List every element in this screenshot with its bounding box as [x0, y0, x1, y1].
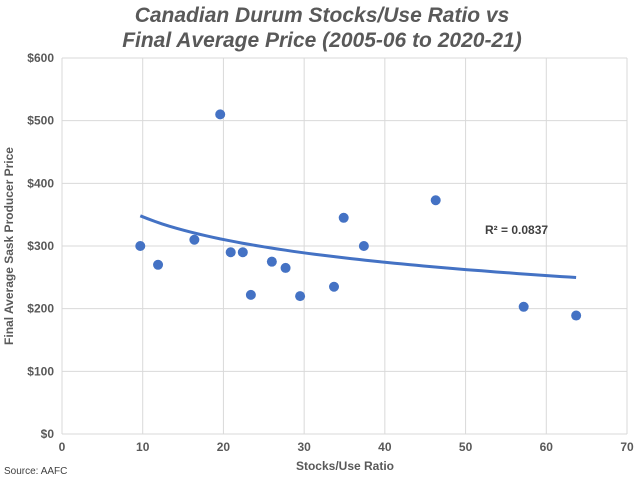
x-tick-label: 30 [297, 440, 311, 454]
data-point [571, 310, 582, 321]
y-axis-ticks: $0 $100 $200 $300 $400 $500 $600 [27, 51, 54, 441]
x-tick-label: 40 [378, 440, 392, 454]
y-tick-label: $400 [27, 176, 54, 190]
y-tick-label: $0 [41, 427, 55, 441]
chart-title-line-2: Final Average Price (2005-06 to 2020-21) [122, 29, 522, 52]
data-point [245, 289, 256, 300]
gridlines [61, 57, 628, 435]
data-point [518, 301, 529, 312]
data-points [135, 109, 582, 321]
data-point [225, 247, 236, 258]
data-point [358, 241, 369, 251]
y-tick-label: $300 [27, 239, 54, 253]
x-tick-label: 10 [136, 440, 150, 454]
x-tick-label: 0 [59, 440, 66, 454]
x-axis-label: Stocks/Use Ratio [296, 459, 394, 473]
data-point [135, 241, 146, 251]
data-point [266, 256, 277, 267]
y-tick-label: $100 [27, 364, 54, 378]
y-tick-label: $500 [27, 114, 54, 128]
y-tick-label: $600 [27, 51, 54, 65]
data-point [153, 259, 164, 270]
x-tick-label: 50 [459, 440, 473, 454]
data-point [430, 195, 441, 206]
data-point [295, 291, 306, 302]
data-point [189, 234, 200, 245]
data-point [338, 212, 349, 223]
source-note: Source: AAFC [4, 466, 67, 477]
trendline [139, 214, 577, 279]
data-point [280, 262, 291, 273]
x-tick-label: 20 [217, 440, 231, 454]
x-tick-label: 60 [540, 440, 554, 454]
data-point [329, 281, 340, 292]
data-point [215, 109, 226, 120]
r-squared-annotation: R² = 0.0837 [485, 223, 548, 237]
chart-title-line-1: Canadian Durum Stocks/Use Ratio vs [135, 4, 510, 27]
y-tick-label: $200 [27, 302, 54, 316]
x-tick-label: 70 [620, 440, 634, 454]
data-point [237, 247, 248, 258]
x-axis-ticks: 0 10 20 30 40 50 60 70 [59, 440, 634, 454]
y-axis-label: Final Average Sask Producer Price [2, 147, 16, 345]
